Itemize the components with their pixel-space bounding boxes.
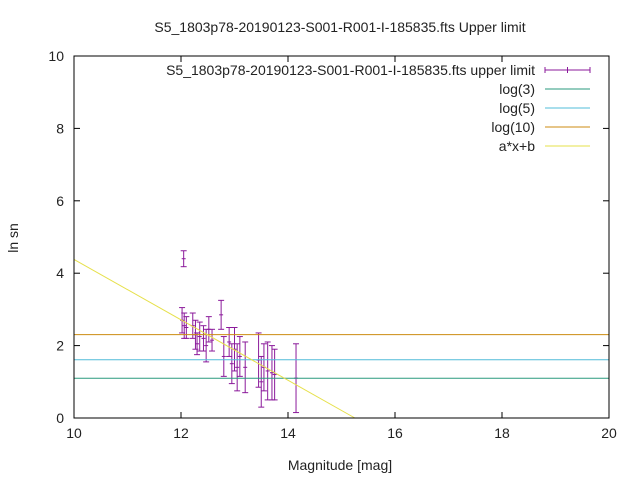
- y-axis-label: ln sn: [5, 223, 21, 253]
- data-point: [200, 325, 207, 352]
- y-tick-label: 2: [56, 338, 64, 354]
- data-point: [236, 336, 243, 377]
- y-tick-label: 10: [48, 48, 64, 64]
- legend-label: S5_1803p78-20190123-S001-R001-I-185835.f…: [166, 62, 535, 78]
- y-tick-label: 0: [56, 410, 64, 426]
- fit-line: [73, 259, 356, 419]
- chart-title: S5_1803p78-20190123-S001-R001-I-185835.f…: [154, 19, 525, 35]
- y-tick-label: 6: [56, 193, 64, 209]
- data-point: [228, 343, 235, 385]
- data-point: [271, 348, 278, 401]
- legend-label: log(3): [499, 81, 535, 97]
- legend-label: log(10): [491, 119, 535, 135]
- data-point: [196, 321, 203, 352]
- data-point: [226, 327, 233, 357]
- axis-ticks: 10 12 14 16 18 20 0 2 4 6 8 10: [48, 48, 617, 441]
- data-point: [264, 341, 271, 401]
- data-point: [220, 336, 227, 377]
- legend-label: a*x+b: [499, 138, 535, 154]
- data-point: [180, 250, 187, 268]
- x-tick-label: 16: [387, 425, 403, 441]
- y-tick-label: 8: [56, 120, 64, 136]
- plot-frame: [73, 55, 610, 419]
- legend-label: log(5): [499, 100, 535, 116]
- x-tick-label: 14: [280, 425, 296, 441]
- legend: S5_1803p78-20190123-S001-R001-I-185835.f…: [166, 62, 591, 154]
- data-point: [242, 341, 249, 394]
- x-axis-label: Magnitude [mag]: [288, 457, 392, 473]
- plot-area: [73, 250, 609, 419]
- x-tick-label: 12: [173, 425, 189, 441]
- x-tick-label: 18: [494, 425, 510, 441]
- x-tick-label: 20: [601, 425, 617, 441]
- y-tick-label: 4: [56, 265, 64, 281]
- data-point: [209, 328, 216, 352]
- data-point: [189, 312, 196, 339]
- data-point: [218, 299, 225, 330]
- x-tick-label: 10: [66, 425, 82, 441]
